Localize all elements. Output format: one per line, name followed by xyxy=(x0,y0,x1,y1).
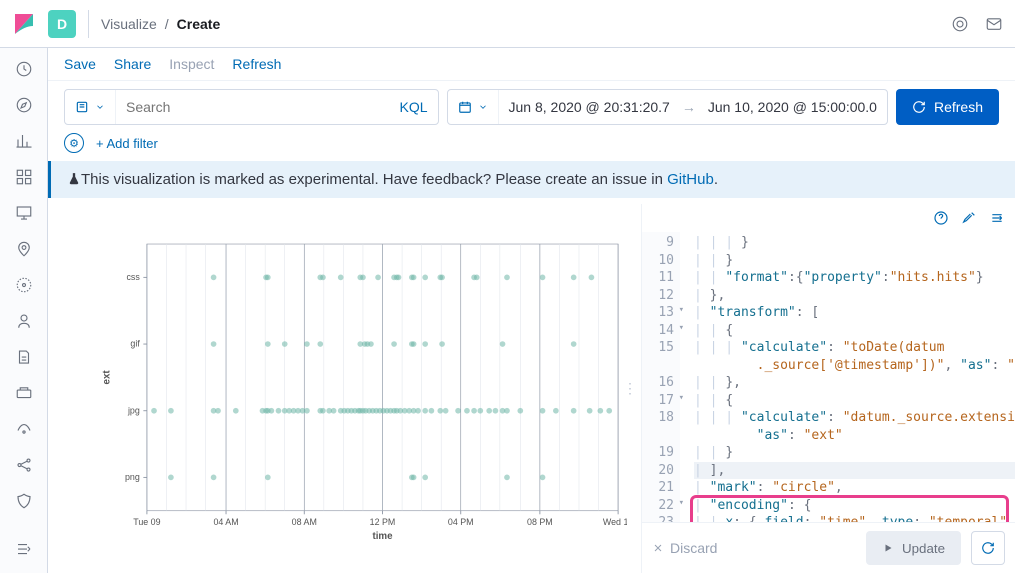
ml-icon[interactable] xyxy=(15,276,33,294)
collapse-panel-icon[interactable] xyxy=(989,210,1005,226)
refresh-icon xyxy=(912,100,926,114)
editor-panel: 91011121314151617181920212223242526| | |… xyxy=(641,204,1015,573)
arrow-right-icon: → xyxy=(682,99,696,115)
github-link[interactable]: GitHub xyxy=(667,171,714,188)
date-range-display[interactable]: Jun 8, 2020 @ 20:31:20.7 → Jun 10, 2020 … xyxy=(499,90,887,124)
visualize-icon[interactable] xyxy=(15,132,33,150)
apm-icon[interactable] xyxy=(15,384,33,402)
date-to: Jun 10, 2020 @ 15:00:00.0 xyxy=(708,99,877,115)
canvas-icon[interactable] xyxy=(15,204,33,222)
filter-options-button[interactable] xyxy=(65,90,116,124)
resize-handle[interactable]: ⋮⋮ xyxy=(633,204,641,573)
filter-settings-icon[interactable]: ⚙ xyxy=(64,133,84,153)
search-input[interactable] xyxy=(116,90,389,124)
save-link[interactable]: Save xyxy=(64,56,96,72)
discard-button[interactable]: Discard xyxy=(652,540,717,556)
breadcrumb-separator: / xyxy=(165,16,169,32)
chart-panel: Tue 09 04 AM 08 AM 12 PM 04 PM 08 PM Wed 10 css… xyxy=(48,204,633,573)
svg-text:Tue 09: Tue 09 xyxy=(133,517,160,527)
svg-text:ext: ext xyxy=(102,370,113,385)
editor-footer: Discard Update xyxy=(642,522,1015,573)
svg-text:png: png xyxy=(125,472,140,482)
discard-label: Discard xyxy=(670,540,717,556)
filter-bar: ⚙ + Add filter xyxy=(48,133,1015,161)
refresh-button[interactable]: Refresh xyxy=(896,89,999,125)
play-icon xyxy=(882,542,894,554)
graph-icon[interactable] xyxy=(15,456,33,474)
close-icon xyxy=(652,542,664,554)
svg-text:time: time xyxy=(372,531,393,542)
date-from: Jun 8, 2020 @ 20:31:20.7 xyxy=(509,99,670,115)
svg-text:04 AM: 04 AM xyxy=(213,517,238,527)
space-badge[interactable]: D xyxy=(48,10,76,38)
scatter-chart: Tue 09 04 AM 08 AM 12 PM 04 PM 08 PM Wed 10 css… xyxy=(58,214,627,563)
svg-text:Wed 10: Wed 10 xyxy=(603,517,627,527)
viz-toolbar: Save Share Inspect Refresh xyxy=(48,48,1015,81)
svg-text:jpg: jpg xyxy=(127,405,140,415)
query-lang-button[interactable]: KQL xyxy=(389,90,437,124)
auto-format-icon[interactable] xyxy=(961,210,977,226)
code-editor[interactable]: 91011121314151617181920212223242526| | |… xyxy=(642,232,1015,522)
maps-icon[interactable] xyxy=(15,240,33,258)
breadcrumb-current: Create xyxy=(177,16,221,32)
side-nav xyxy=(0,48,48,573)
reload-button[interactable] xyxy=(971,531,1005,565)
svg-text:12 PM: 12 PM xyxy=(370,517,396,527)
metrics-icon[interactable] xyxy=(15,312,33,330)
date-quick-button[interactable] xyxy=(448,90,499,124)
svg-text:gif: gif xyxy=(130,339,140,349)
svg-text:04 PM: 04 PM xyxy=(448,517,474,527)
svg-text:08 AM: 08 AM xyxy=(292,517,317,527)
refresh-icon xyxy=(981,541,995,555)
newsfeed-icon[interactable] xyxy=(951,15,969,33)
experimental-banner: This visualization is marked as experime… xyxy=(48,161,1015,198)
collapse-icon[interactable] xyxy=(15,540,33,558)
logs-icon[interactable] xyxy=(15,348,33,366)
divider xyxy=(88,10,89,38)
breadcrumb-parent[interactable]: Visualize xyxy=(101,16,157,32)
chevron-down-icon xyxy=(95,102,105,112)
add-filter-button[interactable]: + Add filter xyxy=(96,136,158,151)
share-link[interactable]: Share xyxy=(114,56,151,72)
refresh-link[interactable]: Refresh xyxy=(232,56,281,72)
dashboard-icon[interactable] xyxy=(15,168,33,186)
inspect-link: Inspect xyxy=(169,56,214,72)
mail-icon[interactable] xyxy=(985,15,1003,33)
svg-text:css: css xyxy=(126,272,140,282)
siem-icon[interactable] xyxy=(15,492,33,510)
query-bar: KQL Jun 8, 2020 @ 20:31:20.7 → Jun 10, 2… xyxy=(48,81,1015,133)
update-label: Update xyxy=(902,541,945,556)
refresh-button-label: Refresh xyxy=(934,99,983,115)
help-icon[interactable] xyxy=(933,210,949,226)
svg-text:08 PM: 08 PM xyxy=(527,517,553,527)
recent-icon[interactable] xyxy=(15,60,33,78)
flask-icon xyxy=(67,172,81,186)
main-area: Save Share Inspect Refresh KQL Jun xyxy=(48,48,1015,573)
banner-suffix: . xyxy=(714,171,718,188)
kibana-logo-icon[interactable] xyxy=(12,12,36,36)
top-bar: D Visualize / Create xyxy=(0,0,1015,48)
chevron-down-icon xyxy=(478,102,488,112)
discover-icon[interactable] xyxy=(15,96,33,114)
uptime-icon[interactable] xyxy=(15,420,33,438)
editor-tools xyxy=(642,204,1015,232)
update-button[interactable]: Update xyxy=(866,531,961,565)
banner-text: This visualization is marked as experime… xyxy=(81,171,667,188)
breadcrumb: Visualize / Create xyxy=(101,16,220,32)
